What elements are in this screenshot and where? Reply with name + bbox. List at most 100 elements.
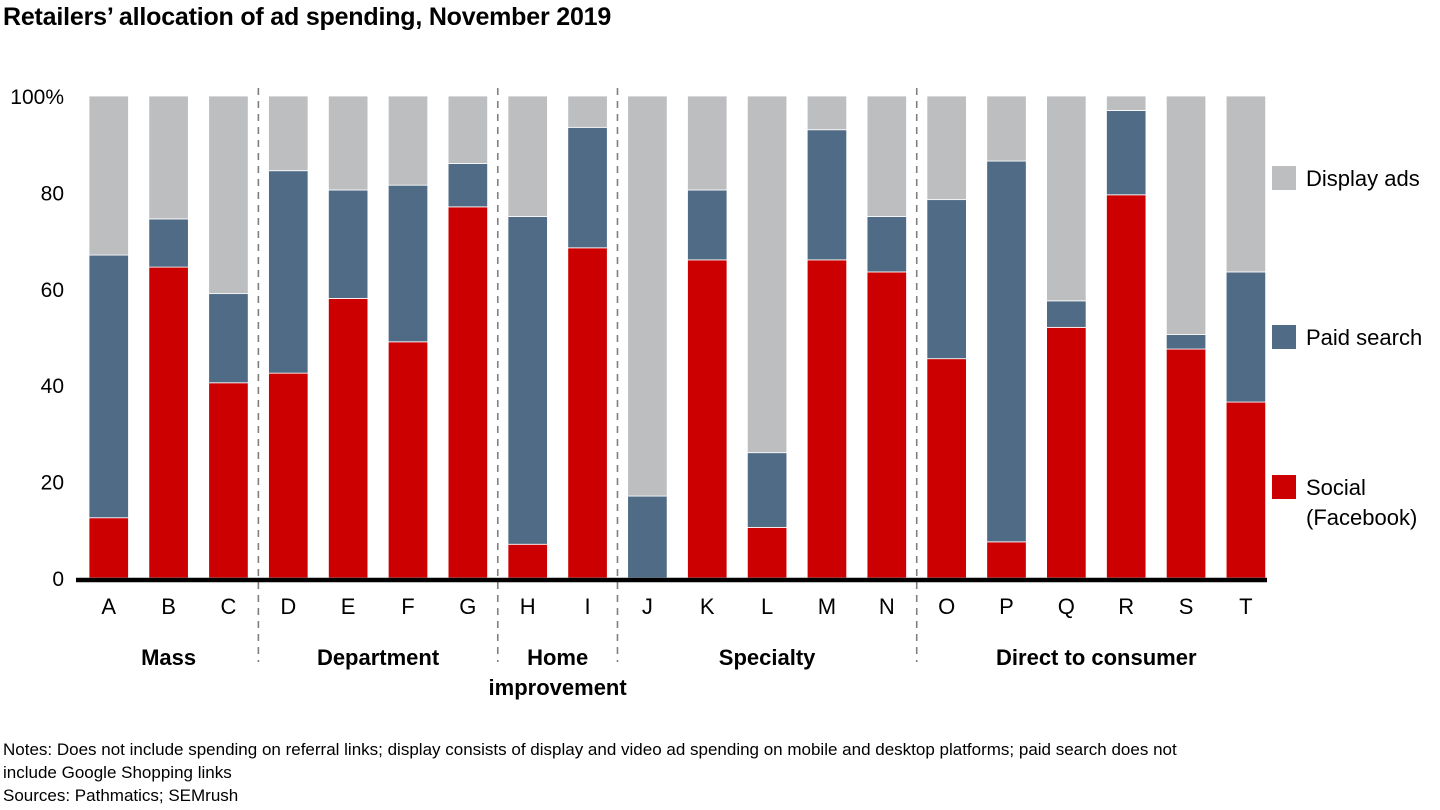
bar-segment-paid-search-h (507, 216, 548, 545)
x-tick-label: D (280, 594, 296, 619)
bar-segment-display-ads-l (746, 95, 788, 454)
bar-segment-paid-search-b (148, 218, 189, 268)
bar-stack-d (268, 95, 309, 579)
bar-segment-display-ads-b (148, 95, 189, 220)
group-label: Mass (141, 645, 196, 670)
group-label: Direct to consumer (996, 645, 1197, 670)
bar-stack-o (926, 95, 967, 579)
x-tick-label: P (999, 594, 1014, 619)
bar-segment-paid-search-i (567, 126, 608, 249)
bar-stack-r (1106, 95, 1147, 579)
bar-stack-j (627, 95, 668, 579)
bar-segment-display-ads-e (327, 95, 369, 191)
bar-segment-social-facebook-e (327, 298, 369, 579)
bar-segment-social-facebook-f (387, 341, 429, 579)
bar-segment-paid-search-k (687, 189, 728, 261)
group-label: Specialty (719, 645, 816, 670)
y-tick-label: 20 (41, 472, 64, 495)
bar-segment-paid-search-p (986, 160, 1027, 543)
x-axis: A B C D E F G H I J K L M N O P Q R S T (76, 577, 1267, 619)
chart-title: Retailers’ allocation of ad spending, No… (3, 3, 612, 31)
bar-segment-social-facebook-d (268, 372, 309, 579)
x-tick-label: Q (1058, 594, 1075, 619)
x-tick-label: G (459, 594, 476, 619)
bar-stack-e (327, 95, 369, 579)
bar-segment-display-ads-q (1046, 95, 1087, 302)
bar-segment-display-ads-i (567, 95, 608, 128)
x-tick-label: B (161, 594, 176, 619)
bar-stack-q (1046, 95, 1087, 579)
y-tick-label: 40 (41, 375, 64, 398)
bar-segment-social-facebook-i (567, 247, 608, 579)
y-axis: 0 20 40 60 80 100% (10, 86, 64, 591)
y-tick-label: 80 (41, 182, 64, 205)
bar-segment-social-facebook-r (1106, 194, 1147, 579)
bar-segment-display-ads-p (986, 95, 1027, 162)
bar-segment-display-ads-n (866, 95, 907, 217)
y-tick-label: 100% (10, 86, 64, 109)
bar-segment-paid-search-q (1046, 300, 1087, 328)
x-tick-label: S (1179, 594, 1194, 619)
legend-label: Social (1306, 475, 1366, 500)
bar-segment-paid-search-m (806, 129, 848, 261)
notes-line-2: include Google Shopping links (3, 763, 232, 782)
bar-stack-a (88, 95, 129, 579)
bar-stack-n (866, 95, 907, 579)
x-tick-label: T (1239, 594, 1252, 619)
legend: Display ads Paid search Social (Facebook) (1272, 166, 1422, 530)
bar-segment-social-facebook-p (986, 541, 1027, 579)
bar-segment-display-ads-h (507, 95, 548, 217)
x-tick-label: A (101, 594, 116, 619)
bar-segment-display-ads-k (687, 95, 728, 191)
bar-segment-social-facebook-l (746, 526, 788, 579)
y-tick-label: 60 (41, 279, 64, 302)
bar-segment-social-facebook-h (507, 543, 548, 579)
legend-swatch (1272, 475, 1296, 499)
bar-stack-c (208, 95, 249, 579)
bar-segment-social-facebook-c (208, 382, 249, 579)
bar-segment-social-facebook-b (148, 266, 189, 579)
bar-segment-display-ads-d (268, 95, 309, 172)
bar-stack-p (986, 95, 1027, 579)
bar-segment-social-facebook-o (926, 358, 967, 579)
group-labels: Mass Department Home improvement Specialty Di… (141, 645, 1197, 700)
bar-stack-b (148, 95, 189, 579)
notes-line-1: Notes: Does not include spending on refe… (3, 740, 1177, 759)
bar-segment-display-ads-g (447, 95, 489, 164)
bar-segment-paid-search-c (208, 293, 249, 384)
bar-stack-t (1225, 95, 1267, 579)
legend-swatch (1272, 166, 1296, 190)
x-tick-label: H (520, 594, 536, 619)
bar-stack-g (447, 95, 489, 579)
legend-label: Display ads (1306, 166, 1420, 191)
bar-stack-m (806, 95, 848, 579)
x-tick-label: K (700, 594, 715, 619)
y-tick-label: 0 (52, 568, 64, 591)
bar-segment-social-facebook-q (1046, 326, 1087, 579)
bar-segment-social-facebook-a (88, 517, 129, 579)
bar-segment-display-ads-f (387, 95, 429, 186)
bar-segment-social-facebook-g (447, 206, 489, 579)
bar-segment-social-facebook-k (687, 259, 728, 579)
bar-segment-paid-search-a (88, 254, 129, 519)
x-tick-label: R (1118, 594, 1134, 619)
bar-segment-paid-search-n (866, 216, 907, 273)
bar-stack-h (507, 95, 548, 579)
group-label: Home (527, 645, 588, 670)
x-tick-label: C (221, 594, 237, 619)
bar-segment-display-ads-c (208, 95, 249, 295)
bar-segment-social-facebook-m (806, 259, 848, 579)
bar-segment-display-ads-a (88, 95, 129, 256)
legend-swatch (1272, 325, 1296, 349)
legend-item: Display ads (1272, 166, 1420, 191)
group-label: Department (317, 645, 440, 670)
bar-segment-display-ads-j (627, 95, 668, 497)
bar-segment-social-facebook-s (1165, 348, 1207, 579)
bar-segment-display-ads-t (1225, 95, 1267, 273)
x-tick-label: N (879, 594, 895, 619)
legend-label: (Facebook) (1306, 505, 1417, 530)
bar-segment-social-facebook-n (866, 271, 907, 579)
x-tick-label: E (341, 594, 356, 619)
bar-stack-s (1165, 95, 1207, 579)
